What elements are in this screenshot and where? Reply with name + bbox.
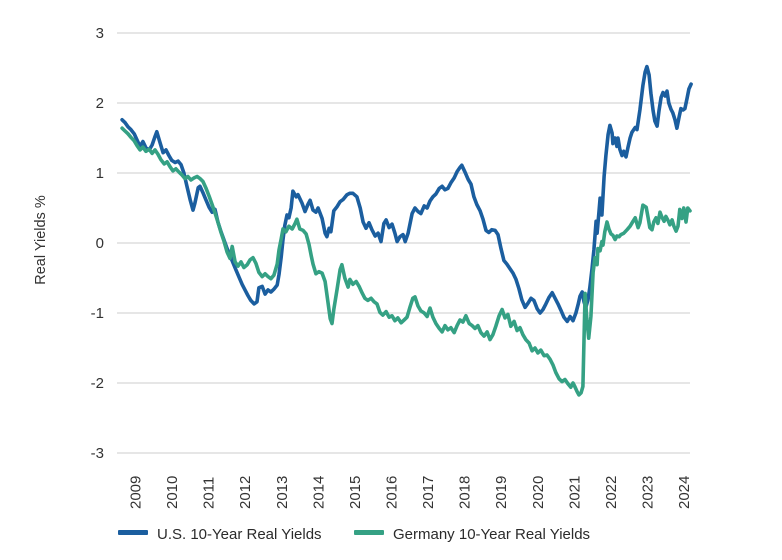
y-tick-label-3: 3 — [96, 25, 104, 42]
y-tick-label--1: -1 — [91, 305, 104, 322]
x-tick-label-2021: 2021 — [566, 476, 583, 509]
x-tick-label-2018: 2018 — [457, 476, 474, 509]
y-tick-label-2: 2 — [96, 95, 104, 112]
y-tick-label--2: -2 — [91, 375, 104, 392]
x-tick-label-2020: 2020 — [530, 476, 547, 509]
y-tick-label-0: 0 — [96, 235, 104, 252]
x-tick-label-2009: 2009 — [128, 476, 145, 509]
x-tick-label-2012: 2012 — [237, 476, 254, 509]
germany-legend-label: Germany 10-Year Real Yields — [393, 526, 590, 543]
x-axis-labels: 2009 2010 2011 2012 2013 2014 2015 2016 2017 2018… — [128, 476, 694, 509]
us-legend-label: U.S. 10-Year Real Yields — [157, 526, 322, 543]
y-axis-labels: 3 2 1 0 -1 -2 -3 — [91, 25, 104, 462]
us-legend-swatch — [118, 530, 148, 535]
legend: U.S. 10-Year Real Yields Germany 10-Year… — [118, 526, 590, 543]
x-tick-label-2014: 2014 — [310, 476, 327, 509]
x-tick-label-2013: 2013 — [274, 476, 291, 509]
germany-legend-swatch — [354, 530, 384, 535]
x-tick-label-2010: 2010 — [164, 476, 181, 509]
x-tick-label-2016: 2016 — [383, 476, 400, 509]
x-tick-label-2024: 2024 — [676, 476, 693, 509]
series-lines — [120, 64, 693, 397]
y-tick-label--3: -3 — [91, 445, 104, 462]
y-axis-title: Real Yields % — [33, 195, 49, 285]
x-tick-label-2017: 2017 — [420, 476, 437, 509]
gridlines — [117, 32, 690, 454]
x-tick-label-2015: 2015 — [347, 476, 364, 509]
y-tick-label-1: 1 — [96, 165, 104, 182]
x-tick-label-2023: 2023 — [639, 476, 656, 509]
x-tick-label-2011: 2011 — [201, 477, 218, 509]
x-tick-label-2019: 2019 — [493, 476, 510, 509]
x-tick-label-2022: 2022 — [603, 476, 620, 509]
germany-series-line — [120, 126, 692, 397]
